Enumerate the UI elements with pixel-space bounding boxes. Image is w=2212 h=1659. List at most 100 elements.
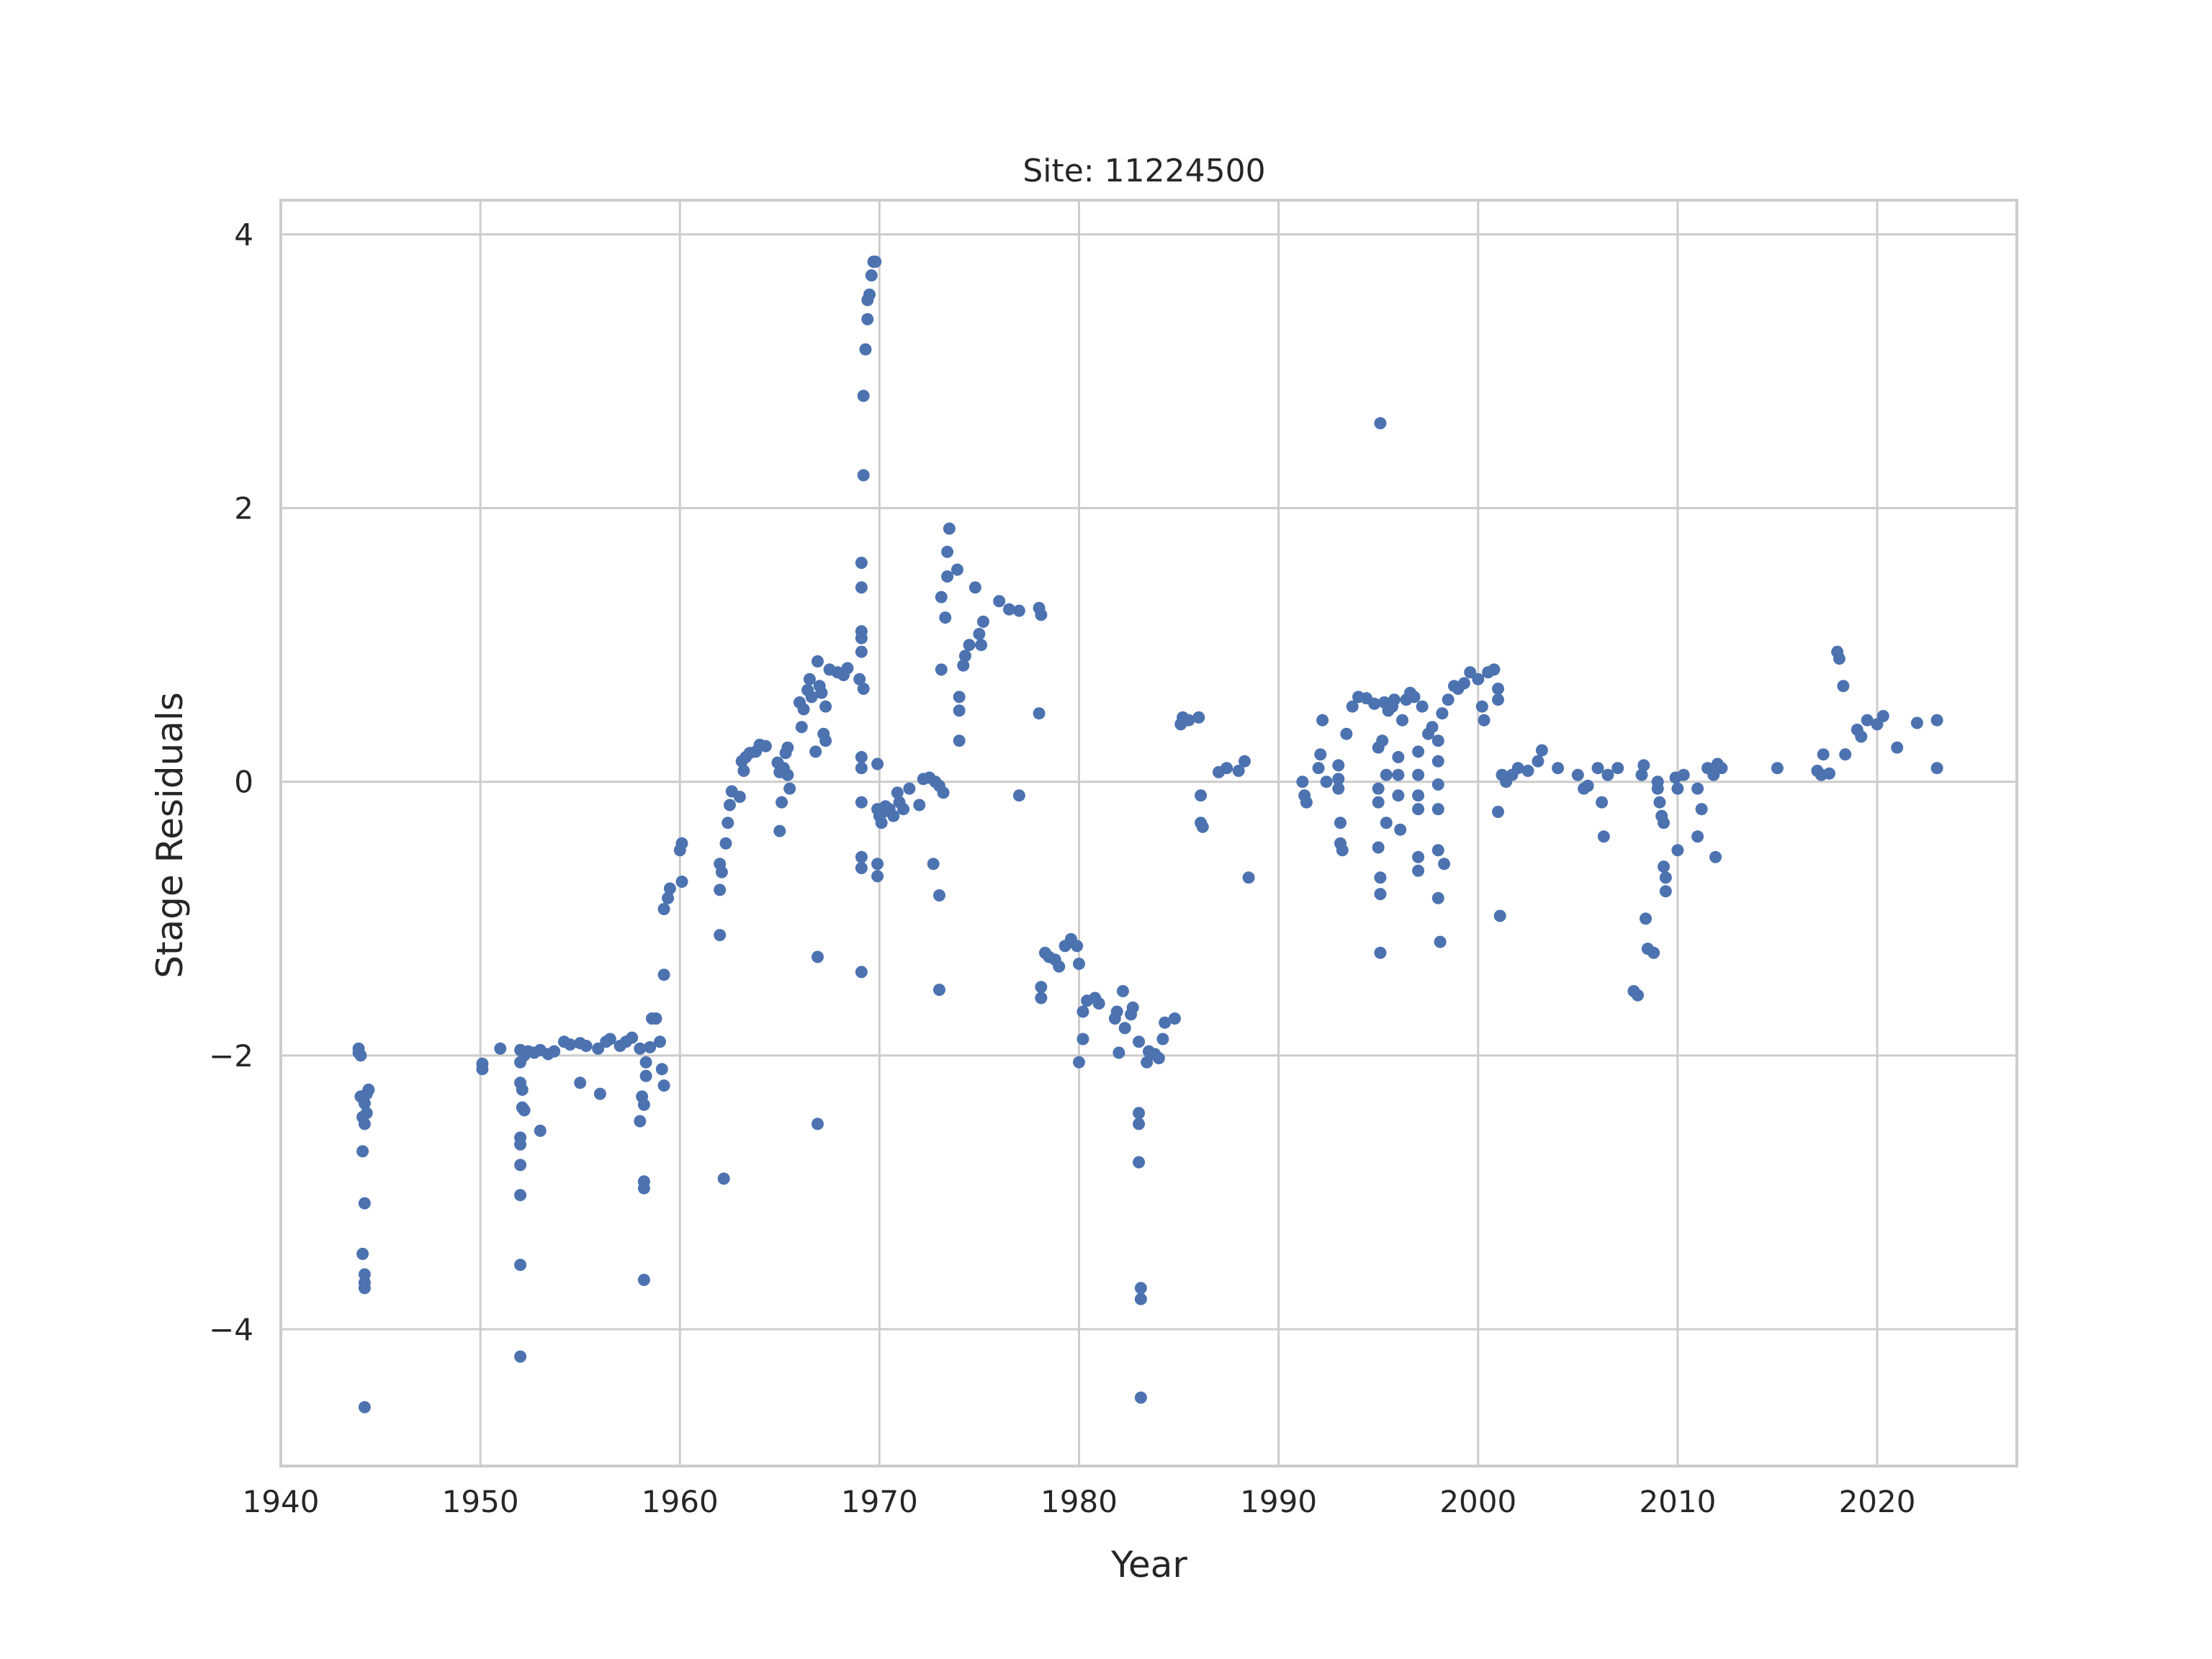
data-point	[935, 590, 948, 603]
data-point	[1431, 755, 1444, 768]
data-point	[855, 966, 868, 979]
data-point	[1242, 871, 1255, 884]
data-point	[1891, 741, 1904, 754]
data-point	[634, 1042, 647, 1055]
data-point	[1535, 744, 1548, 757]
data-point	[863, 288, 876, 301]
data-points	[352, 256, 1943, 1413]
data-point	[759, 739, 772, 752]
data-point	[1126, 1001, 1139, 1014]
data-point	[1571, 768, 1584, 781]
data-point	[1635, 768, 1648, 781]
data-point	[1412, 745, 1425, 758]
data-point	[841, 662, 854, 675]
data-point	[773, 824, 786, 837]
data-point	[1876, 710, 1889, 722]
data-point	[1442, 693, 1455, 706]
data-point	[1493, 909, 1506, 922]
data-point	[1117, 985, 1129, 997]
data-point	[853, 673, 866, 685]
data-point	[1412, 803, 1425, 816]
data-point	[1332, 759, 1345, 772]
data-point	[724, 799, 736, 811]
data-point	[1677, 768, 1690, 781]
data-point	[356, 1145, 369, 1158]
data-point	[819, 700, 832, 713]
data-point	[1220, 762, 1233, 775]
data-point	[1380, 817, 1393, 830]
data-point	[1457, 677, 1470, 690]
data-point	[354, 1049, 367, 1062]
x-tick-label: 1950	[442, 1484, 519, 1519]
data-point	[715, 866, 728, 878]
data-point	[1855, 730, 1868, 743]
data-point	[476, 1063, 489, 1076]
data-point	[574, 1076, 587, 1089]
data-point	[1521, 765, 1534, 777]
y-tick-label: −2	[209, 1038, 253, 1074]
data-point	[1552, 762, 1565, 775]
data-point	[775, 796, 788, 809]
data-point	[1156, 1033, 1169, 1046]
data-point	[1374, 888, 1387, 901]
data-point	[977, 615, 989, 628]
data-point	[1839, 748, 1852, 761]
data-point	[1141, 1056, 1154, 1069]
data-point	[1817, 748, 1830, 761]
data-point	[927, 858, 940, 871]
data-point	[937, 786, 950, 799]
data-point	[358, 1118, 371, 1130]
data-point	[1601, 768, 1614, 781]
data-point	[1134, 1282, 1147, 1295]
data-point	[1340, 727, 1353, 740]
y-axis-ticks: 4 2 0 −2 −4	[209, 217, 253, 1347]
data-point	[953, 704, 966, 717]
data-point	[869, 256, 882, 268]
data-point	[721, 817, 734, 830]
data-point	[637, 1274, 650, 1286]
data-point	[1388, 693, 1401, 706]
data-point	[1196, 820, 1209, 833]
data-point	[649, 1012, 662, 1025]
data-point	[939, 611, 952, 624]
data-point	[1169, 1012, 1181, 1025]
data-point	[1336, 844, 1349, 857]
data-point	[1464, 666, 1477, 679]
data-point	[943, 522, 956, 535]
data-point	[1837, 680, 1850, 693]
data-point	[663, 882, 676, 895]
data-point	[875, 817, 888, 830]
data-point	[1394, 823, 1407, 836]
data-point	[855, 762, 868, 775]
data-point	[933, 889, 945, 902]
data-point	[626, 1031, 639, 1044]
data-point	[819, 734, 832, 747]
data-point	[1012, 604, 1025, 617]
data-point	[811, 950, 824, 963]
data-point	[360, 1107, 373, 1120]
data-point	[593, 1087, 606, 1100]
data-point	[973, 628, 986, 640]
data-point	[1412, 864, 1425, 877]
x-axis-label: Year	[1110, 1544, 1187, 1586]
data-point	[1368, 697, 1381, 710]
data-point	[1392, 768, 1405, 781]
data-point	[592, 1042, 605, 1055]
data-point	[1192, 711, 1205, 724]
data-point	[891, 786, 904, 799]
data-point	[1073, 958, 1085, 970]
data-point	[1647, 946, 1660, 959]
data-point	[1488, 663, 1501, 676]
data-point	[1715, 762, 1728, 775]
data-point	[580, 1040, 593, 1052]
y-tick-label: 0	[234, 765, 253, 800]
data-point	[1110, 1005, 1123, 1018]
data-point	[797, 703, 810, 716]
data-point	[1597, 830, 1610, 843]
data-point	[1416, 700, 1429, 713]
data-point	[1492, 683, 1504, 695]
data-point	[548, 1045, 561, 1058]
data-point	[1611, 762, 1624, 775]
data-point	[1532, 755, 1545, 768]
data-point	[657, 1079, 670, 1092]
